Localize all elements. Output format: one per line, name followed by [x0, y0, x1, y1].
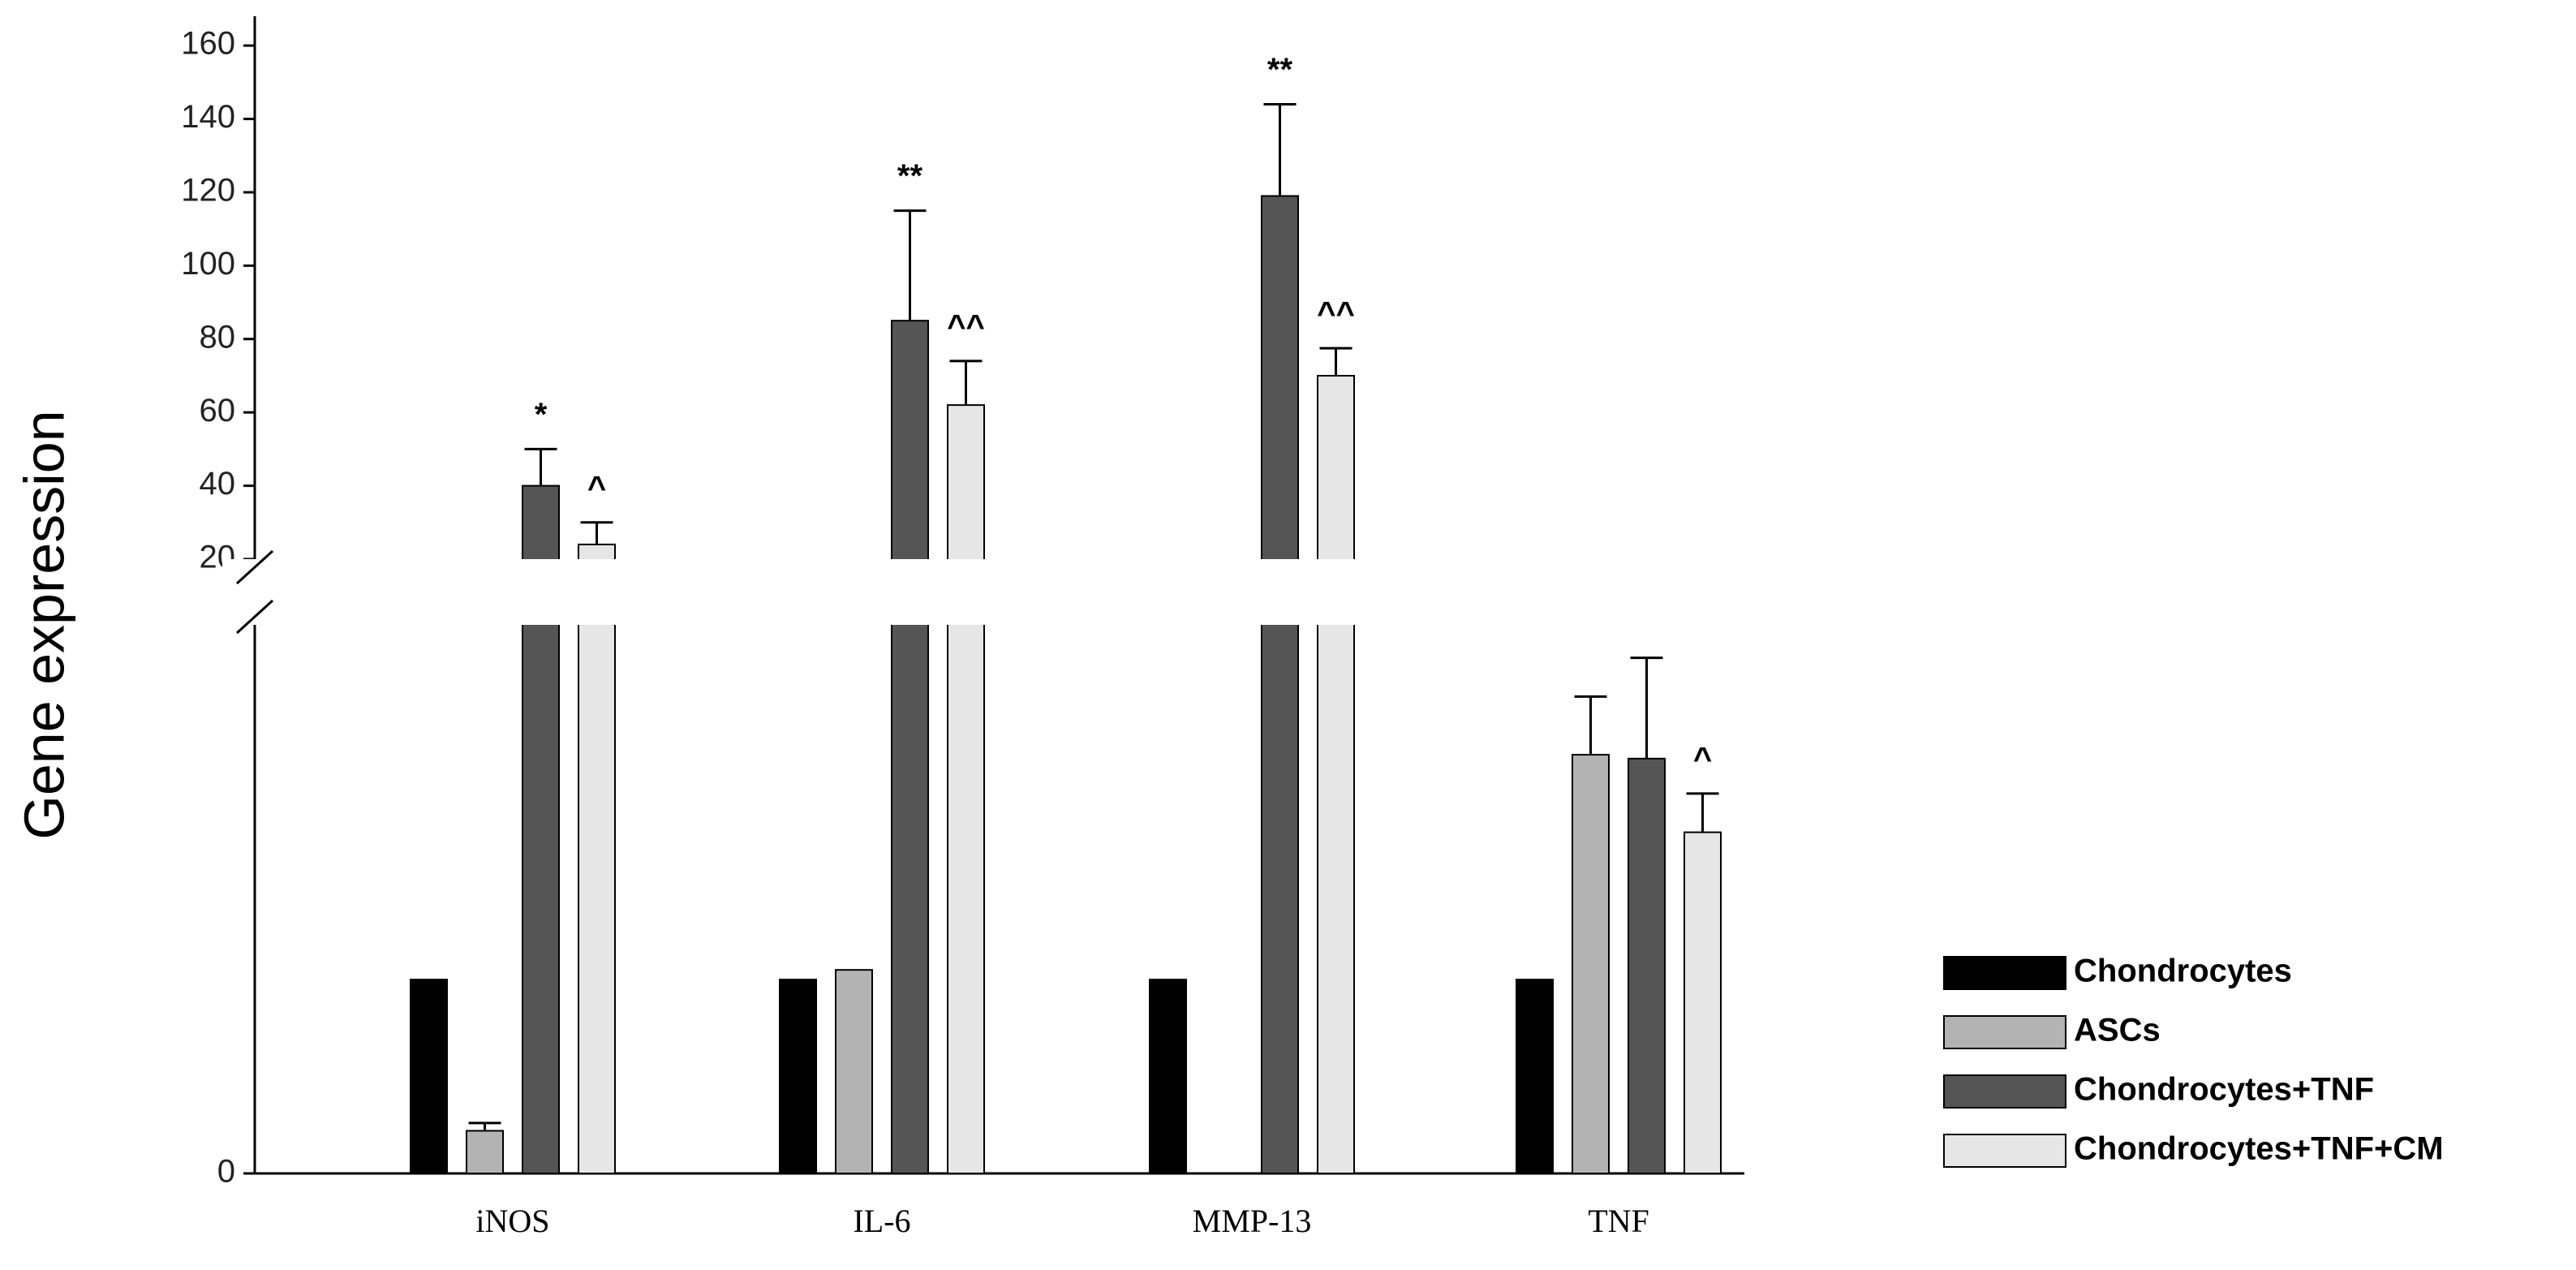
x-tick-label: IL-6 [853, 1203, 910, 1239]
axis-break-gap [222, 559, 1744, 625]
significance-label: ^ [587, 470, 606, 506]
y-tick-label: 0 [217, 1154, 235, 1190]
significance-label: ** [1267, 52, 1293, 88]
bar [1572, 754, 1610, 1174]
legend-swatch [1943, 1074, 2066, 1109]
y-tick-label: 80 [200, 319, 236, 355]
x-tick-label: TNF [1588, 1203, 1649, 1239]
significance-label: ** [897, 158, 923, 194]
bar [779, 979, 817, 1174]
y-tick-label: 120 [181, 173, 235, 209]
legend-label: Chondrocytes [2074, 954, 2292, 989]
y-tick-label: 140 [181, 99, 235, 135]
bar [466, 1130, 504, 1174]
axis-break-mark [235, 599, 274, 635]
bar [1628, 757, 1666, 1174]
legend-label: ASCs [2074, 1013, 2161, 1048]
y-axis-title: Gene expression [12, 410, 75, 839]
legend-swatch [1943, 1015, 2066, 1049]
bar [835, 969, 873, 1174]
bar [1516, 979, 1554, 1174]
significance-label: ^^ [1317, 296, 1355, 332]
bar [410, 979, 448, 1174]
y-tick-label: 60 [200, 393, 236, 428]
bar [1684, 831, 1722, 1174]
bar [1261, 195, 1299, 1174]
y-tick-label: 100 [181, 246, 235, 282]
x-tick-label: MMP-13 [1193, 1203, 1312, 1239]
bar [1317, 374, 1355, 1174]
bar [578, 543, 616, 1174]
legend-label: Chondrocytes+TNF [2074, 1072, 2374, 1108]
y-tick-label: 40 [200, 466, 236, 502]
legend-swatch [1943, 956, 2066, 990]
significance-label: ^^ [947, 308, 985, 344]
legend-label: Chondrocytes+TNF+CM [2074, 1131, 2444, 1167]
bar [1149, 979, 1187, 1174]
bar [947, 404, 985, 1175]
y-tick-label: 160 [181, 26, 235, 62]
bar [891, 320, 929, 1175]
significance-label: ^ [1693, 741, 1712, 777]
axis-break-mark [235, 549, 274, 585]
significance-label: * [535, 397, 548, 433]
x-tick-label: iNOS [475, 1203, 549, 1239]
legend-swatch [1943, 1134, 2066, 1168]
